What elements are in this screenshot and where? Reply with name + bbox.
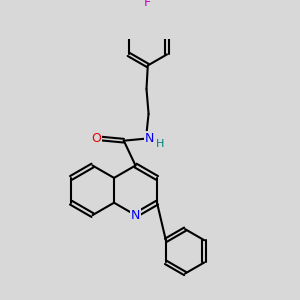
Text: N: N <box>131 208 140 222</box>
Text: H: H <box>156 139 164 149</box>
Text: O: O <box>91 132 101 145</box>
Text: F: F <box>144 0 152 9</box>
Text: N: N <box>145 132 154 145</box>
